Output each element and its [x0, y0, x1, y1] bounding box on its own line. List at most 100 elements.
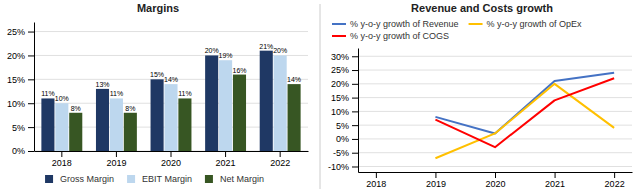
data-label: 15% [150, 71, 164, 78]
x-tick-label: 2020 [161, 158, 181, 168]
y-tick: -5% [333, 148, 358, 158]
line [435, 84, 614, 158]
y-tick: 10% [331, 107, 358, 117]
data-label: 11% [178, 90, 192, 97]
y-tick: 10% [7, 99, 34, 109]
y-tick: 20% [7, 51, 34, 61]
y-tick-label: 20% [331, 79, 349, 89]
y-tick-mark [28, 55, 34, 56]
grid [34, 32, 308, 151]
legend-label: EBIT Margin [142, 174, 192, 184]
data-label: 20% [273, 47, 287, 54]
x-tick-mark [495, 172, 496, 178]
data-label: 13% [95, 81, 109, 88]
x-tick: 2020 [485, 172, 505, 189]
x-tick-mark [376, 172, 377, 178]
bar-series [55, 55, 286, 151]
bar [124, 113, 137, 151]
bar [178, 98, 191, 151]
legend-label: Gross Margin [60, 174, 114, 184]
y-tick-mark [352, 70, 358, 71]
x-tick-label: 2022 [605, 179, 625, 189]
data-label: 8% [71, 105, 81, 112]
legend-swatch [127, 175, 135, 183]
legend-item: % y-o-y growth of OpEx [469, 19, 583, 29]
legend-label: % y-o-y growth of OpEx [487, 19, 583, 29]
legend-label: Net Margin [220, 174, 264, 184]
x-tick-label: 2022 [270, 158, 290, 168]
legend-item: % y-o-y growth of Revenue [332, 19, 459, 29]
x-tick-label: 2019 [426, 179, 446, 189]
x-tick-mark [280, 151, 281, 157]
legend-item: % y-o-y growth of COGS [332, 31, 449, 41]
y-tick: 15% [331, 93, 358, 103]
y-tick-label: 15% [331, 93, 349, 103]
x-tick: 2022 [270, 151, 290, 168]
legend: Gross Margin EBIT Margin Net Margin [45, 174, 264, 184]
chart: Margins0%5%10%15%20%25%20182019202020212… [7, 2, 309, 184]
y-tick-mark [28, 79, 34, 80]
plot-area [41, 51, 300, 151]
bar [219, 60, 232, 151]
y-tick: 20% [331, 79, 358, 89]
y-tick-mark [352, 139, 358, 140]
y-tick: 25% [331, 65, 358, 75]
x-tick-label: 2019 [106, 158, 126, 168]
y-tick-label: -5% [333, 148, 349, 158]
bar-series [41, 51, 272, 151]
grid-line [358, 83, 632, 84]
legend: % y-o-y growth of Revenue % y-o-y growth … [332, 19, 582, 41]
y-tick: 0% [336, 134, 358, 144]
y-tick-mark [352, 166, 358, 167]
x-tick-mark [116, 151, 117, 157]
y-tick-label: 10% [7, 99, 25, 109]
data-label: 21% [259, 43, 273, 50]
y-tick-mark [28, 127, 34, 128]
grid-line [358, 138, 632, 139]
data-label: 11% [110, 90, 124, 97]
bar [205, 55, 218, 151]
x-axis: 20182019202020212022 [359, 172, 633, 189]
x-tick-mark [435, 172, 436, 178]
bar [110, 98, 123, 151]
x-tick-mark [614, 172, 615, 178]
bar [96, 89, 109, 151]
grid-line [358, 97, 632, 98]
chart: Revenue and Costs growth-10%-5%0%5%10%15… [328, 2, 633, 189]
data-labels: 11%13%15%20%21%10%11%14%19%20%8%8%11%16%… [41, 43, 301, 112]
x-tick-label: 2021 [545, 179, 565, 189]
data-label: 10% [55, 95, 69, 102]
legend-swatch [45, 175, 53, 183]
bar [164, 84, 177, 151]
y-tick-label: 0% [12, 146, 25, 156]
y-tick-label: 15% [7, 75, 25, 85]
x-tick-mark [225, 151, 226, 157]
grid-line [34, 31, 308, 32]
figure: Margins0%5%10%15%20%25%20182019202020212… [0, 0, 640, 193]
x-axis: 2018 2019 2020 2021 2022 [35, 151, 309, 168]
y-axis: -10%-5%0%5%10%15%20%25%30% [328, 49, 359, 173]
y-tick-mark [352, 84, 358, 85]
x-tick-mark [61, 151, 62, 157]
y-tick-mark [352, 56, 358, 57]
legend-swatch [469, 23, 483, 25]
x-tick: 2021 [545, 172, 565, 189]
legend-label: % y-o-y growth of COGS [350, 31, 449, 41]
y-tick-mark [352, 111, 358, 112]
data-label: 8% [125, 105, 135, 112]
legend-swatch [332, 23, 346, 25]
y-tick-label: 10% [331, 107, 349, 117]
legend-item: EBIT Margin [127, 174, 192, 184]
x-tick-label: 2018 [52, 158, 72, 168]
grid-line [358, 166, 632, 167]
bar [233, 75, 246, 151]
y-tick-mark [28, 32, 34, 33]
grid-line [358, 125, 632, 126]
y-axis-line [358, 49, 359, 173]
y-tick: 25% [7, 27, 34, 37]
data-label: 16% [232, 67, 246, 74]
data-label: 14% [287, 76, 301, 83]
x-tick-label: 2021 [216, 158, 236, 168]
x-tick: 2021 [216, 151, 236, 168]
grid-line [358, 152, 632, 153]
